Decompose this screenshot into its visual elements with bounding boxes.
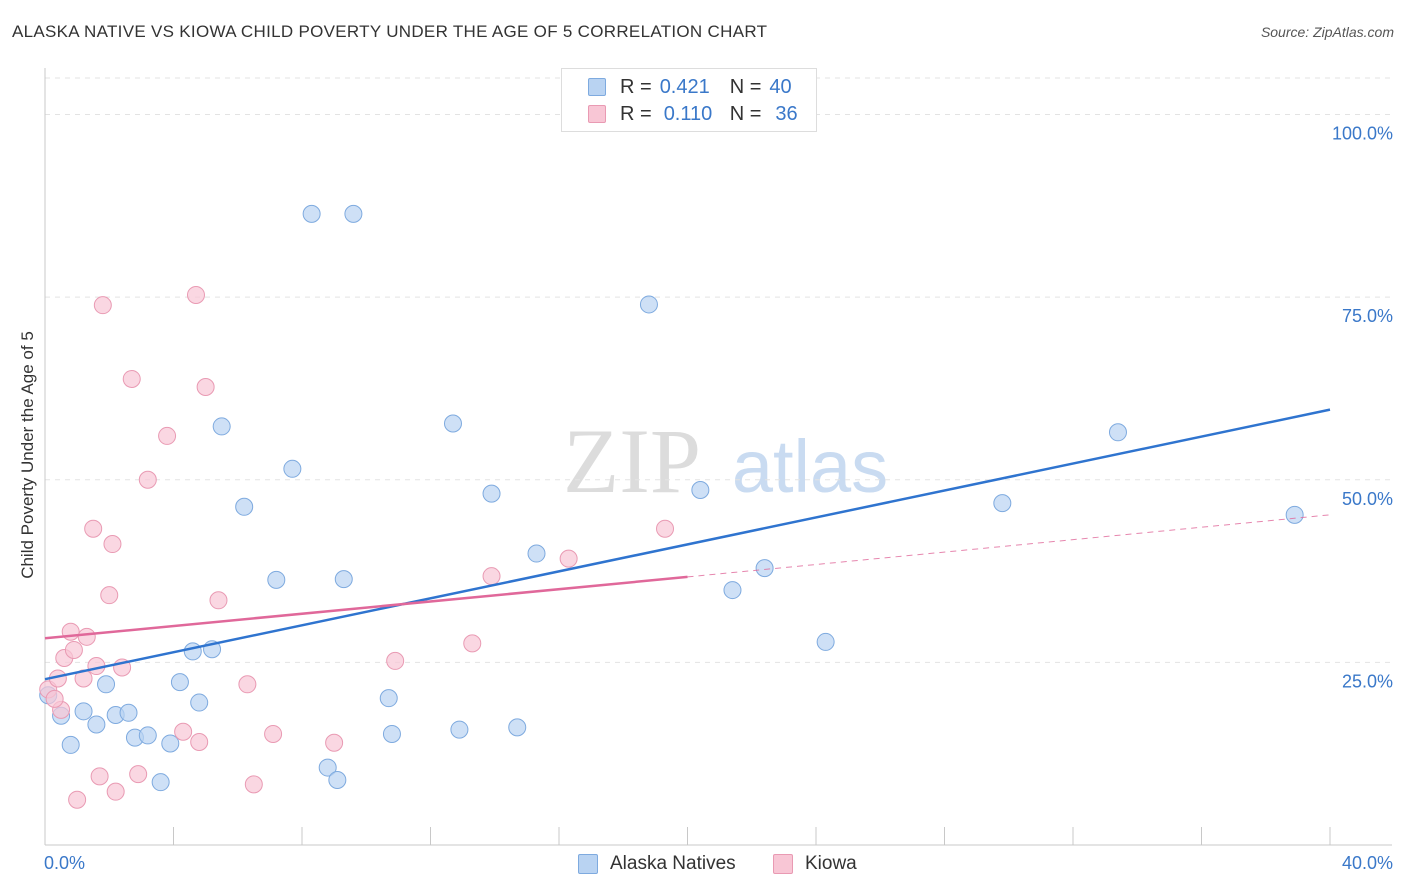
alaska-native-point [119, 703, 138, 722]
kiowa-point [463, 634, 482, 653]
kiowa-point [196, 377, 215, 396]
n-label: N = [729, 102, 762, 125]
kiowa-point [45, 689, 64, 708]
alaska-native-point [382, 724, 401, 743]
alaska-native-point [450, 720, 469, 739]
kiowa-point [93, 296, 112, 315]
r-value: 0.110 [663, 102, 713, 125]
y-axis-label: Child Poverty Under the Age of 5 [18, 331, 37, 579]
watermark-zip: ZIP [563, 410, 701, 512]
r-label: R = [620, 75, 652, 98]
alaska-native-point [508, 718, 527, 737]
alaska-native-point [161, 734, 180, 753]
r-value: 0.421 [659, 75, 710, 98]
alaska-native-point [190, 693, 209, 712]
alaska-native-point [379, 689, 398, 708]
y-tick-label: 100.0% [1332, 124, 1393, 144]
kiowa-point [138, 470, 157, 489]
watermark-atlas: atlas [732, 425, 888, 508]
legend-row-kiowa: R = 0.110 N = 36 [588, 101, 798, 127]
kiowa-point [77, 627, 96, 646]
y-tick-label: 25.0% [1342, 671, 1393, 691]
kiowa-point [386, 651, 405, 670]
legend-item-kiowa: Kiowa [773, 851, 857, 877]
alaska-native-point [1285, 505, 1304, 524]
alaska-native-point [151, 773, 170, 792]
alaska-native-point [527, 544, 546, 563]
kiowa-trendline-extension [687, 514, 1331, 578]
kiowa-point [68, 790, 87, 809]
legend-row-alaska-natives: R = 0.421 N = 40 [588, 74, 792, 100]
alaska-native-point [723, 581, 742, 600]
legend-label: Kiowa [805, 853, 857, 874]
alaska-native-point [443, 414, 462, 433]
legend-item-alaska-natives: Alaska Natives [578, 851, 736, 877]
alaska-native-point [212, 417, 231, 436]
stats-legend: R = 0.421 N = 40 R = 0.110 N = 36 [561, 68, 817, 132]
alaska-native-point [235, 497, 254, 516]
kiowa-point [103, 535, 122, 554]
kiowa-point [186, 285, 205, 304]
pink-swatch-icon [773, 854, 793, 874]
alaska-native-point [816, 632, 835, 651]
alaska-native-point [138, 726, 157, 745]
r-label: R = [620, 102, 652, 125]
n-value: 36 [775, 102, 798, 125]
kiowa-point [129, 765, 148, 784]
kiowa-point [100, 586, 119, 605]
alaska-native-point [183, 642, 202, 661]
x-tick-label: 0.0% [44, 853, 85, 873]
kiowa-point [209, 591, 228, 610]
alaska-native-point [267, 570, 286, 589]
kiowa-point [238, 675, 257, 694]
kiowa-point [190, 733, 209, 752]
blue-swatch-icon [588, 78, 606, 96]
alaska-native-point [170, 673, 189, 692]
kiowa-trendline [44, 575, 688, 640]
kiowa-point [325, 733, 344, 752]
alaska-native-point [328, 770, 347, 789]
y-tick-label: 50.0% [1342, 489, 1393, 509]
kiowa-point [264, 724, 283, 743]
blue-swatch-icon [578, 854, 598, 874]
source-label: Source: ZipAtlas.com [1260, 24, 1394, 40]
alaska-native-point [61, 735, 80, 754]
kiowa-point [174, 722, 193, 741]
n-value: 40 [769, 75, 792, 98]
kiowa-point [61, 622, 80, 641]
alaska-native-point [302, 204, 321, 223]
kiowa-point [122, 369, 141, 388]
y-tick-label: 75.0% [1342, 306, 1393, 326]
kiowa-point [90, 767, 109, 786]
legend-label: Alaska Natives [610, 853, 736, 874]
kiowa-point [106, 782, 125, 801]
alaska-native-point [283, 459, 302, 478]
kiowa-point [158, 426, 177, 445]
n-label: N = [729, 75, 762, 98]
alaska-native-point [482, 484, 501, 503]
pink-swatch-icon [588, 105, 606, 123]
chart-title: ALASKA NATIVE VS KIOWA CHILD POVERTY UND… [12, 22, 768, 41]
alaska-native-trendline [44, 408, 1331, 681]
alaska-native-point [344, 204, 363, 223]
alaska-native-point [97, 675, 116, 694]
alaska-native-point [334, 570, 353, 589]
x-tick-label: 40.0% [1342, 853, 1393, 873]
alaska-native-point [755, 559, 774, 578]
alaska-native-point [87, 715, 106, 734]
alaska-native-point [993, 494, 1012, 513]
alaska-native-point [74, 702, 93, 721]
kiowa-point [482, 567, 501, 586]
kiowa-point [84, 519, 103, 538]
alaska-native-point [1108, 423, 1127, 442]
kiowa-point [656, 519, 675, 538]
kiowa-point [244, 775, 263, 794]
kiowa-point [559, 549, 578, 568]
kiowa-point [64, 640, 83, 659]
alaska-native-point [639, 295, 658, 314]
alaska-native-point [691, 480, 710, 499]
alaska-native-point [318, 758, 337, 777]
